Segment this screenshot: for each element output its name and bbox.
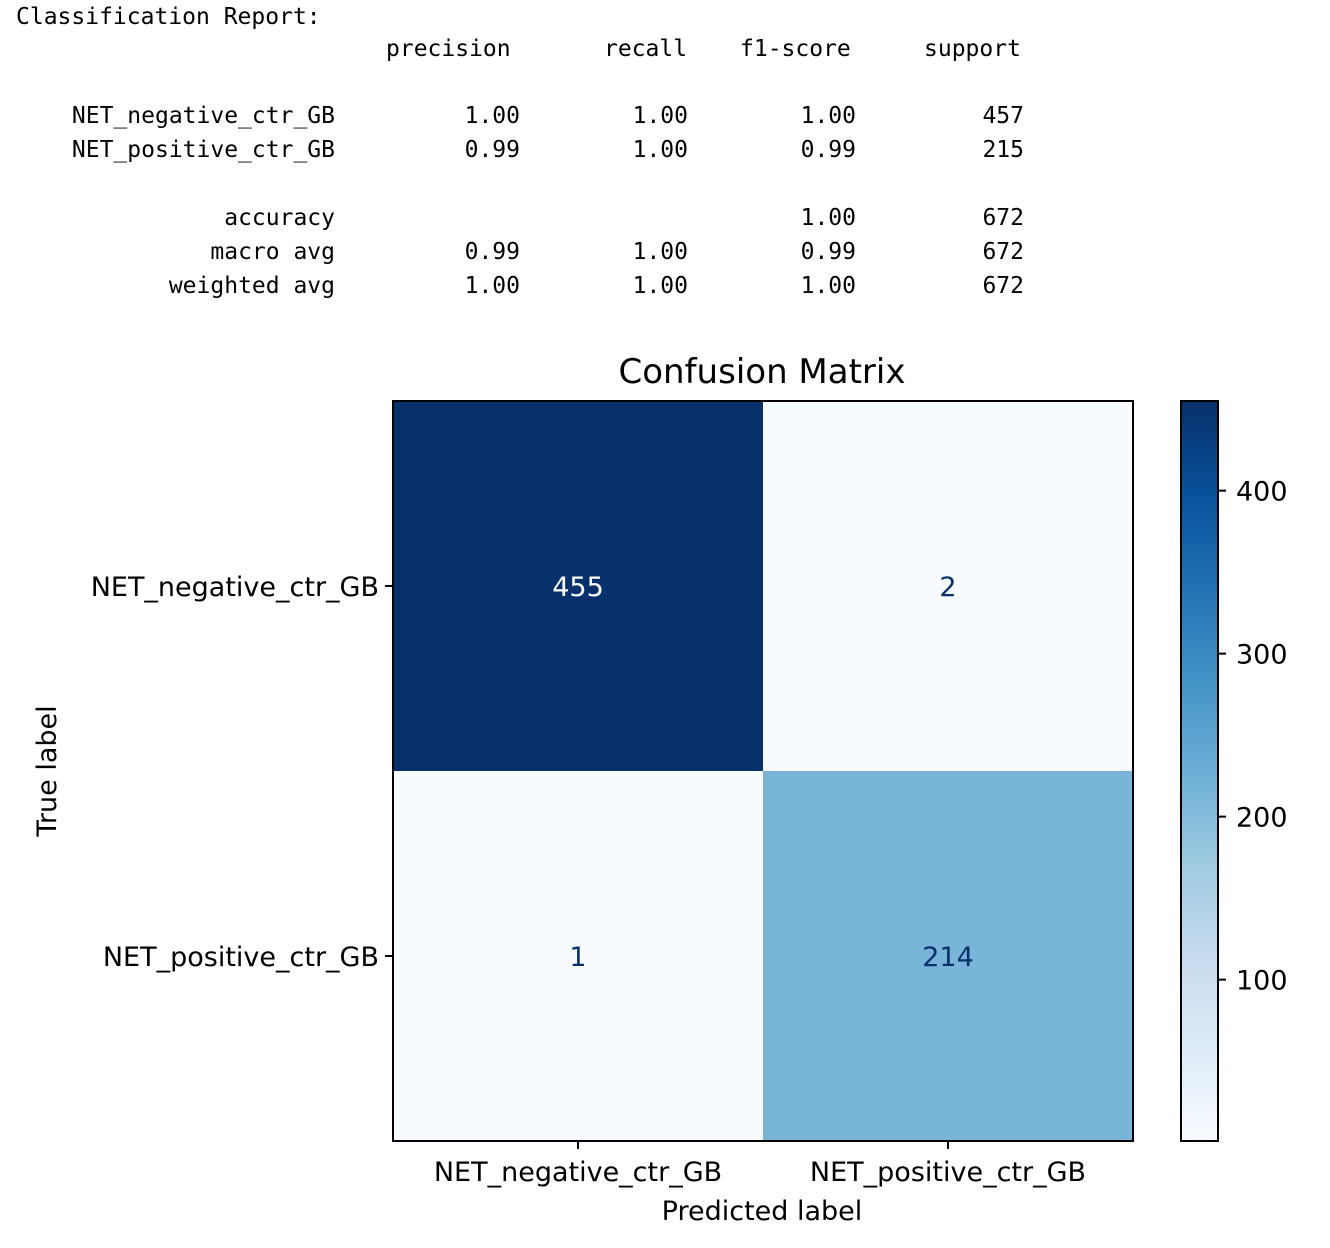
cell-value-label: 455 <box>552 572 604 603</box>
row-label: weighted avg <box>168 273 335 299</box>
row-support: 672 <box>982 273 1024 299</box>
header-recall: recall <box>604 36 688 62</box>
cell-value-label: 1 <box>569 942 586 973</box>
cell-value-label: 214 <box>922 942 974 973</box>
chart-title: Confusion Matrix <box>619 352 906 392</box>
row-support: 672 <box>982 205 1024 231</box>
row-precision: 0.99 <box>464 239 520 265</box>
row-precision: 1.00 <box>464 103 520 129</box>
heatmap-cell <box>763 771 1133 1141</box>
heatmap-cell-labels: 455 2 1 214 <box>552 572 974 973</box>
x-axis-label: Predicted label <box>662 1196 863 1227</box>
row-recall: 1.00 <box>632 103 688 129</box>
y-tick-label: NET_positive_ctr_GB <box>103 942 379 973</box>
x-tick-label: NET_negative_ctr_GB <box>434 1157 722 1188</box>
y-axis-ticks: NET_negative_ctr_GB NET_positive_ctr_GB <box>91 572 393 973</box>
row-recall <box>588 201 688 235</box>
row-f1: 1.00 <box>800 205 856 231</box>
colorbar-tick-label: 400 <box>1236 477 1288 508</box>
row-support: 215 <box>982 137 1024 163</box>
colorbar-tick-label: 300 <box>1236 640 1288 671</box>
header-support: support <box>924 36 1021 62</box>
heatmap-cells <box>393 401 1133 1141</box>
heatmap-cell <box>393 401 763 771</box>
x-axis-ticks: NET_negative_ctr_GB NET_positive_ctr_GB <box>434 1141 1086 1188</box>
row-f1: 1.00 <box>800 273 856 299</box>
y-tick-label: NET_negative_ctr_GB <box>91 572 379 603</box>
colorbar-tick-label: 100 <box>1236 966 1288 997</box>
plot-frame <box>392 400 1134 1142</box>
report-title: Classification Report: <box>16 4 321 30</box>
x-tick-label: NET_positive_ctr_GB <box>810 1157 1086 1188</box>
colorbar-tick-label: 200 <box>1236 803 1288 834</box>
row-support: 672 <box>982 239 1024 265</box>
confusion-matrix-chart: Confusion Matrix 455 2 1 214 NET_negative_c… <box>32 352 1288 1227</box>
row-f1: 0.99 <box>800 239 856 265</box>
heatmap-cell <box>763 401 1133 771</box>
heatmap-cell <box>393 771 763 1141</box>
row-f1: 0.99 <box>800 137 856 163</box>
row-precision <box>420 201 520 235</box>
row-f1: 1.00 <box>800 103 856 129</box>
row-support: 457 <box>982 103 1024 129</box>
header-f1-score: f1-score <box>740 36 851 62</box>
colorbar <box>1180 400 1219 1142</box>
row-label: accuracy <box>224 205 335 231</box>
row-precision: 0.99 <box>464 137 520 163</box>
cell-value-label: 2 <box>939 572 956 603</box>
row-recall: 1.00 <box>632 239 688 265</box>
row-precision: 1.00 <box>464 273 520 299</box>
header-precision: precision <box>386 36 511 62</box>
row-recall: 1.00 <box>632 137 688 163</box>
colorbar-ticks: 100 200 300 400 <box>1218 477 1288 997</box>
row-label: NET_positive_ctr_GB <box>71 137 335 163</box>
row-label: macro avg <box>210 239 335 265</box>
row-label: NET_negative_ctr_GB <box>71 103 335 129</box>
row-recall: 1.00 <box>632 273 688 299</box>
y-axis-label: True label <box>32 705 63 837</box>
classification-report: Classification Report: precision recall … <box>0 0 1330 320</box>
